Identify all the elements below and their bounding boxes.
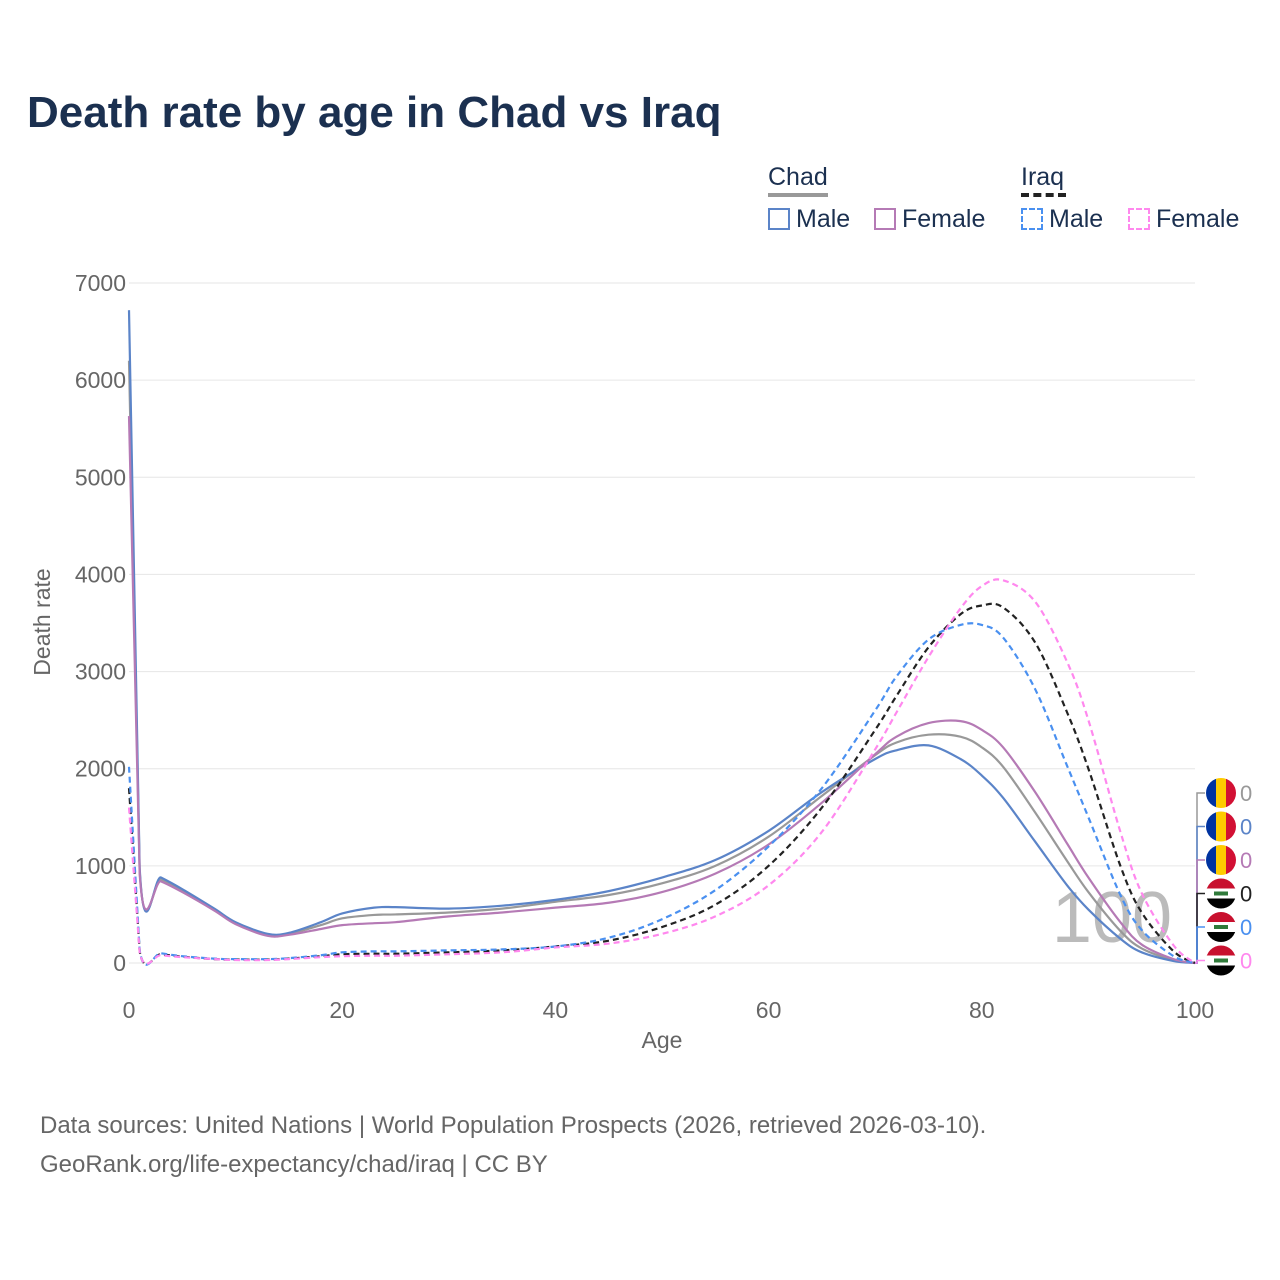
legend-label: Female xyxy=(1156,205,1240,233)
legend-swatch xyxy=(874,208,896,230)
x-tick-label: 20 xyxy=(329,997,355,1023)
y-tick-label: 0 xyxy=(113,950,126,976)
y-tick-label: 6000 xyxy=(75,367,126,393)
end-value-label: 0 xyxy=(1240,949,1252,974)
x-tick-label: 0 xyxy=(123,997,136,1023)
legend-label: Male xyxy=(1049,205,1104,233)
iraq-flag-icon xyxy=(1206,912,1236,942)
legend-swatch xyxy=(1021,208,1043,230)
legend-chad-male[interactable]: Male xyxy=(768,205,850,234)
end-value-label: 0 xyxy=(1240,781,1252,806)
legend-chad-label: Chad xyxy=(768,163,828,191)
chad-flag-icon xyxy=(1206,811,1236,842)
iraq-flag-icon xyxy=(1206,945,1236,976)
legend-label: Male xyxy=(796,205,851,233)
legend-iraq-male[interactable]: Male xyxy=(1021,205,1103,234)
y-axis-label: Death rate xyxy=(29,568,55,675)
legend-swatch xyxy=(1128,208,1150,230)
series-line-iraq-female[interactable] xyxy=(127,578,1196,965)
x-tick-label: 40 xyxy=(543,997,569,1023)
legend-iraq-female[interactable]: Female xyxy=(1128,205,1239,234)
x-tick-label: 100 xyxy=(1176,997,1214,1023)
legend-iraq-label: Iraq xyxy=(1021,163,1065,191)
series-line-chad-male[interactable] xyxy=(127,310,1196,965)
y-tick-label: 5000 xyxy=(75,464,126,490)
end-connector xyxy=(1195,926,1205,964)
x-tick-label: 80 xyxy=(969,997,995,1023)
legend-chad[interactable]: Chad xyxy=(768,163,828,197)
source-note: Data sources: United Nations | World Pop… xyxy=(40,1106,986,1184)
end-value-label: 0 xyxy=(1240,848,1252,873)
source-line-2[interactable]: GeoRank.org/life-expectancy/chad/iraq | … xyxy=(40,1151,548,1178)
series-line-chad-female[interactable] xyxy=(127,416,1196,965)
x-axis-label: Age xyxy=(642,1027,683,1053)
end-connector xyxy=(1195,959,1205,964)
x-tick-label: 60 xyxy=(756,997,782,1023)
series-line-iraq[interactable] xyxy=(127,602,1196,966)
y-tick-label: 3000 xyxy=(75,659,126,685)
legend-label: Female xyxy=(902,205,986,233)
y-tick-label: 4000 xyxy=(75,561,126,587)
legend-iraq[interactable]: Iraq xyxy=(1021,163,1066,197)
series-line-chad[interactable] xyxy=(127,360,1196,965)
end-value-label: 0 xyxy=(1240,882,1252,907)
chart-title: Death rate by age in Chad vs Iraq xyxy=(27,88,722,137)
legend-swatch xyxy=(768,208,790,230)
end-value-label: 0 xyxy=(1240,815,1252,840)
end-value-label: 0 xyxy=(1240,915,1252,940)
source-line-1: Data sources: United Nations | World Pop… xyxy=(40,1112,987,1139)
legend-chad-line xyxy=(768,193,828,197)
iraq-flag-icon xyxy=(1206,878,1236,909)
chad-flag-icon xyxy=(1206,778,1236,808)
y-tick-label: 7000 xyxy=(75,270,126,296)
legend-iraq-line xyxy=(1021,193,1066,197)
chad-flag-icon xyxy=(1206,845,1236,875)
y-tick-label: 1000 xyxy=(75,853,126,879)
legend-chad-female[interactable]: Female xyxy=(874,205,985,234)
y-tick-label: 2000 xyxy=(75,756,126,782)
